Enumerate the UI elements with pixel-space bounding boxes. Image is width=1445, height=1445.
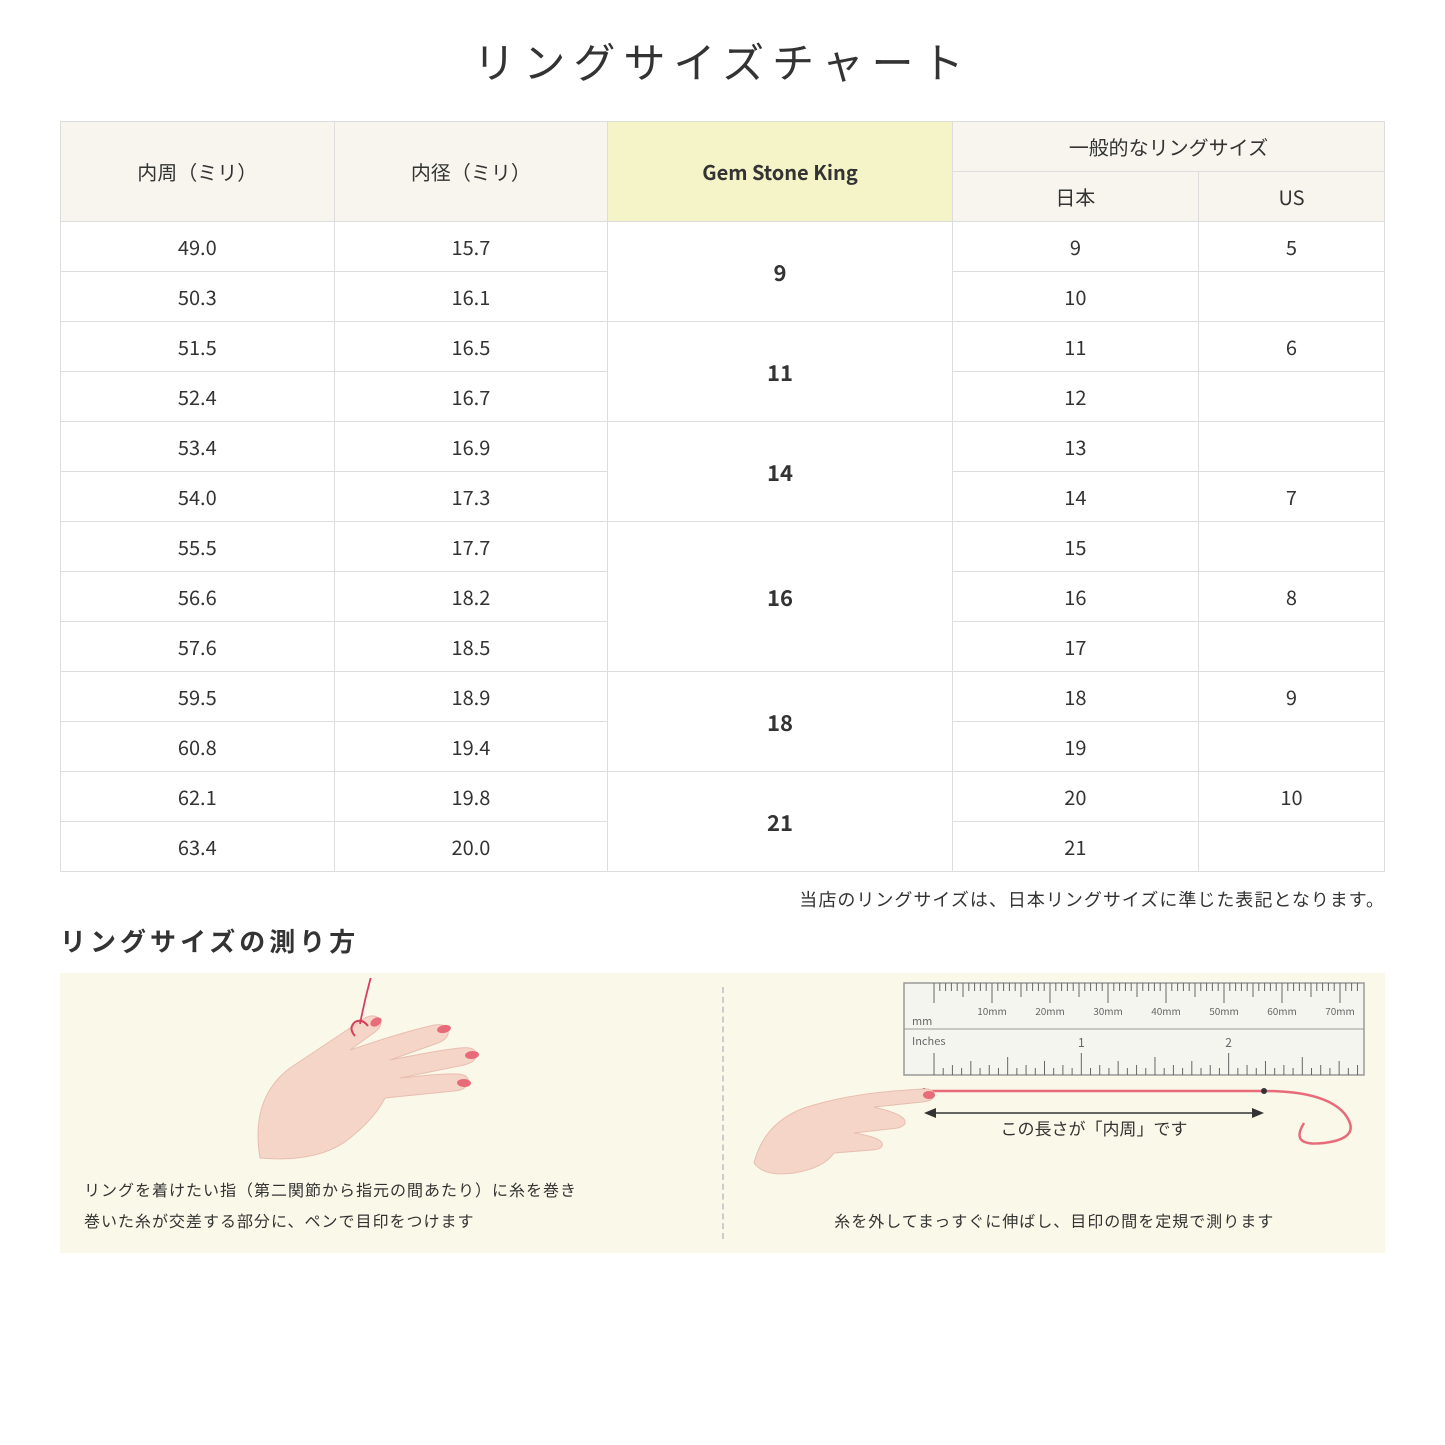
- panel2-text: 糸を外してまっすぐに伸ばし、目印の間を定規で測ります: [748, 1205, 1362, 1235]
- cell-circumference: 50.3: [61, 272, 335, 322]
- cell-us: [1198, 822, 1384, 872]
- cell-diameter: 18.5: [334, 622, 608, 672]
- ruler-illustration: 10mm 20mm 30mm 40mm 50mm 60mm 70mm 1 2 mm Inches…: [744, 973, 1384, 1183]
- cell-circumference: 56.6: [61, 572, 335, 622]
- cell-us: 9: [1198, 672, 1384, 722]
- cell-japan: 12: [952, 372, 1198, 422]
- cell-gsk: 18: [608, 672, 953, 772]
- cell-circumference: 62.1: [61, 772, 335, 822]
- cell-circumference: 49.0: [61, 222, 335, 272]
- panel-wrap-thread: リングを着けたい指（第二関節から指元の間あたり）に糸を巻き 巻いた糸が交差する部…: [60, 973, 722, 1253]
- cell-diameter: 17.7: [334, 522, 608, 572]
- cell-diameter: 18.9: [334, 672, 608, 722]
- table-row: 53.416.91413: [61, 422, 1385, 472]
- cell-circumference: 52.4: [61, 372, 335, 422]
- cell-japan: 21: [952, 822, 1198, 872]
- col-diameter: 内径（ミリ）: [334, 122, 608, 222]
- cell-japan: 19: [952, 722, 1198, 772]
- svg-text:40mm: 40mm: [1151, 1003, 1181, 1018]
- cell-japan: 20: [952, 772, 1198, 822]
- cell-diameter: 19.8: [334, 772, 608, 822]
- table-row: 62.119.8212010: [61, 772, 1385, 822]
- col-circumference: 内周（ミリ）: [61, 122, 335, 222]
- cell-japan: 9: [952, 222, 1198, 272]
- svg-text:2: 2: [1225, 1034, 1232, 1051]
- cell-diameter: 18.2: [334, 572, 608, 622]
- col-us: US: [1198, 172, 1384, 222]
- table-row: 51.516.511116: [61, 322, 1385, 372]
- cell-gsk: 14: [608, 422, 953, 522]
- col-japan: 日本: [952, 172, 1198, 222]
- table-row: 49.015.7995: [61, 222, 1385, 272]
- cell-us: [1198, 522, 1384, 572]
- page-title: リングサイズチャート: [60, 30, 1385, 91]
- cell-us: 10: [1198, 772, 1384, 822]
- ring-size-table: 内周（ミリ） 内径（ミリ） Gem Stone King 一般的なリングサイズ …: [60, 121, 1385, 872]
- panel-measure: 10mm 20mm 30mm 40mm 50mm 60mm 70mm 1 2 mm Inches…: [724, 973, 1386, 1253]
- cell-diameter: 20.0: [334, 822, 608, 872]
- table-row: 55.517.71615: [61, 522, 1385, 572]
- svg-text:50mm: 50mm: [1209, 1003, 1239, 1018]
- svg-text:30mm: 30mm: [1093, 1003, 1123, 1018]
- cell-gsk: 16: [608, 522, 953, 672]
- table-note: 当店のリングサイズは、日本リングサイズに準じた表記となります。: [60, 886, 1385, 912]
- cell-japan: 15: [952, 522, 1198, 572]
- instructions-panel: リングを着けたい指（第二関節から指元の間あたり）に糸を巻き 巻いた糸が交差する部…: [60, 973, 1385, 1253]
- cell-us: [1198, 272, 1384, 322]
- cell-diameter: 19.4: [334, 722, 608, 772]
- arrow-label: この長さが「内周」です: [1000, 1115, 1187, 1140]
- cell-circumference: 51.5: [61, 322, 335, 372]
- cell-diameter: 16.7: [334, 372, 608, 422]
- cell-us: [1198, 422, 1384, 472]
- cell-circumference: 60.8: [61, 722, 335, 772]
- cell-diameter: 16.5: [334, 322, 608, 372]
- cell-gsk: 21: [608, 772, 953, 872]
- cell-us: 8: [1198, 572, 1384, 622]
- cell-us: [1198, 622, 1384, 672]
- cell-japan: 13: [952, 422, 1198, 472]
- cell-circumference: 63.4: [61, 822, 335, 872]
- cell-gsk: 11: [608, 322, 953, 422]
- cell-circumference: 53.4: [61, 422, 335, 472]
- svg-text:70mm: 70mm: [1325, 1003, 1355, 1018]
- cell-circumference: 55.5: [61, 522, 335, 572]
- cell-japan: 16: [952, 572, 1198, 622]
- hand-wrap-illustration: [200, 978, 540, 1178]
- svg-text:1: 1: [1077, 1034, 1084, 1051]
- cell-us: 5: [1198, 222, 1384, 272]
- ruler-mm-label: mm: [912, 1013, 932, 1029]
- panel1-line2: 巻いた糸が交差する部分に、ペンで目印をつけます: [84, 1205, 698, 1235]
- svg-text:60mm: 60mm: [1267, 1003, 1297, 1018]
- svg-text:20mm: 20mm: [1035, 1003, 1065, 1018]
- col-common: 一般的なリングサイズ: [952, 122, 1384, 172]
- cell-diameter: 17.3: [334, 472, 608, 522]
- cell-japan: 10: [952, 272, 1198, 322]
- panel1-line1: リングを着けたい指（第二関節から指元の間あたり）に糸を巻き: [84, 1174, 698, 1204]
- cell-circumference: 59.5: [61, 672, 335, 722]
- cell-us: 6: [1198, 322, 1384, 372]
- cell-japan: 18: [952, 672, 1198, 722]
- cell-japan: 17: [952, 622, 1198, 672]
- col-gsk: Gem Stone King: [608, 122, 953, 222]
- panel1-text: リングを着けたい指（第二関節から指元の間あたり）に糸を巻き 巻いた糸が交差する部…: [84, 1174, 698, 1235]
- cell-japan: 14: [952, 472, 1198, 522]
- ruler-inches-label: Inches: [912, 1033, 945, 1049]
- cell-us: 7: [1198, 472, 1384, 522]
- cell-circumference: 57.6: [61, 622, 335, 672]
- table-row: 59.518.918189: [61, 672, 1385, 722]
- cell-us: [1198, 722, 1384, 772]
- cell-circumference: 54.0: [61, 472, 335, 522]
- svg-text:10mm: 10mm: [977, 1003, 1007, 1018]
- cell-gsk: 9: [608, 222, 953, 322]
- cell-diameter: 16.1: [334, 272, 608, 322]
- instructions-title: リングサイズの測り方: [60, 922, 1385, 959]
- cell-diameter: 16.9: [334, 422, 608, 472]
- cell-diameter: 15.7: [334, 222, 608, 272]
- cell-japan: 11: [952, 322, 1198, 372]
- cell-us: [1198, 372, 1384, 422]
